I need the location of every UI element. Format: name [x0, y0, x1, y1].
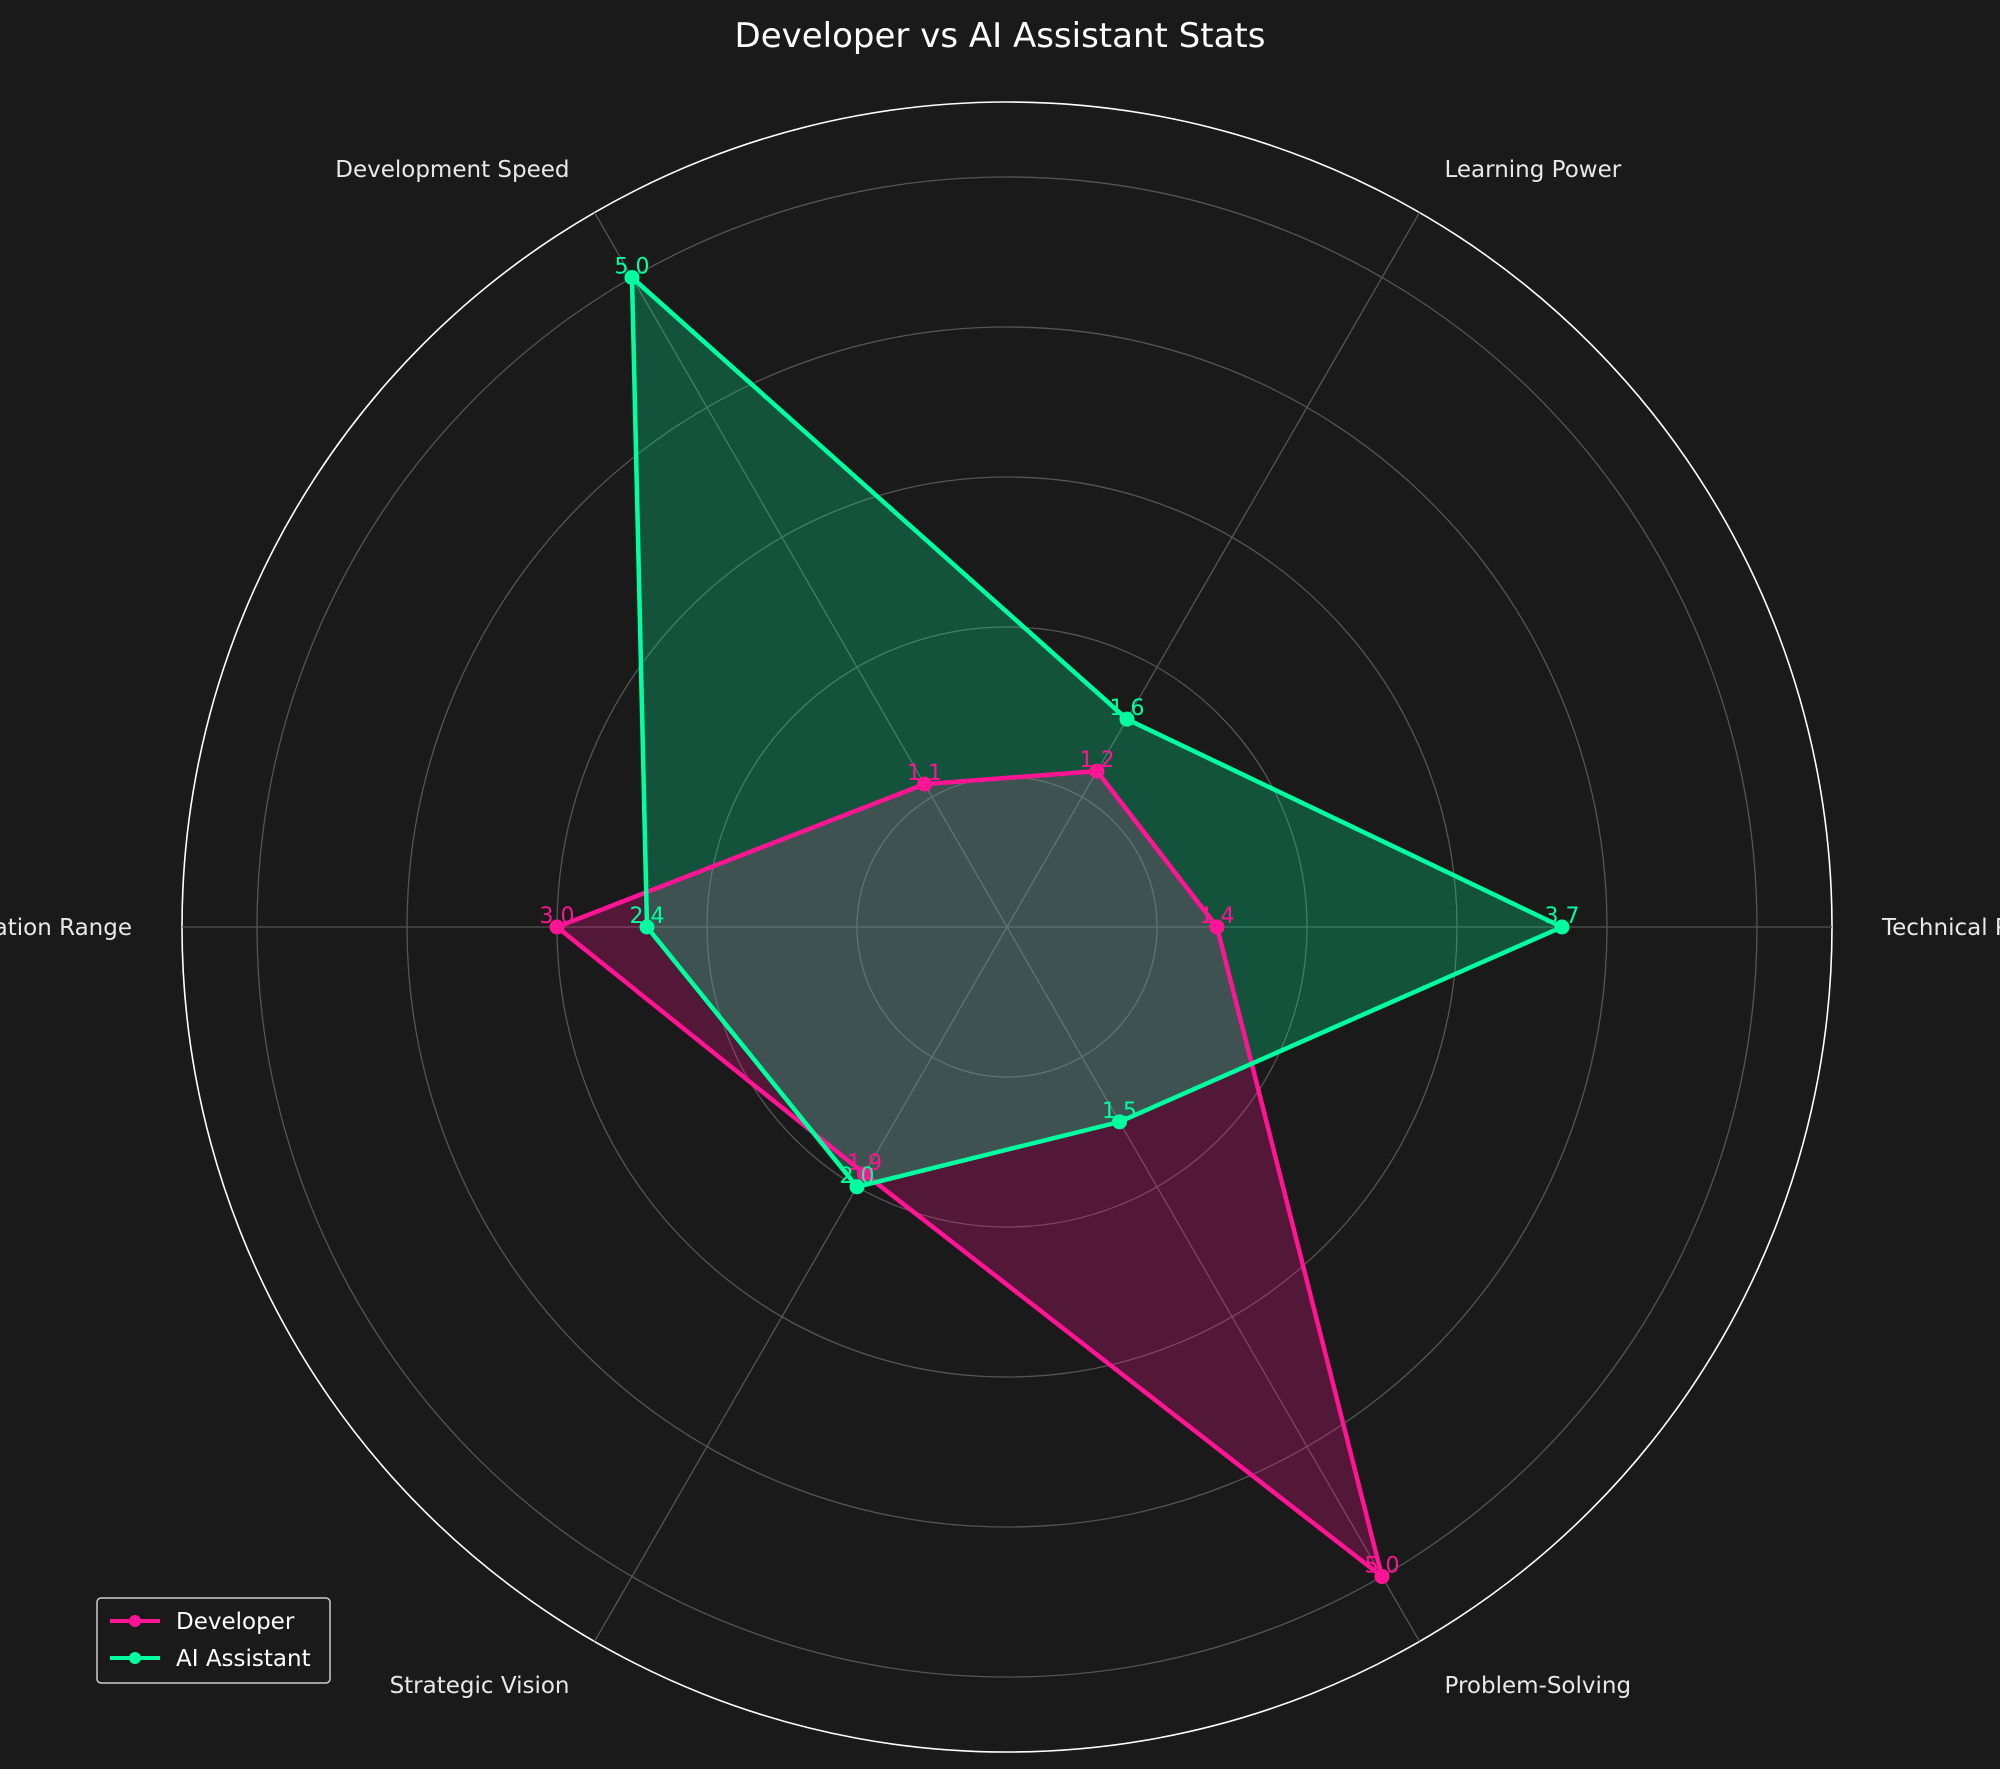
legend-label-developer: Developer: [176, 1609, 295, 1635]
data-point: [1112, 1114, 1127, 1130]
data-label: 1.2: [1080, 748, 1115, 773]
data-label: 1.9: [847, 1151, 882, 1176]
point-layer: [549, 269, 1570, 1585]
data-point: [624, 269, 640, 285]
legend-label-ai-assistant: AI Assistant: [176, 1646, 311, 1672]
data-label: 3.7: [1545, 904, 1580, 929]
axis-label: Development Speed: [335, 157, 569, 183]
axis-label: Technical Precision: [1881, 915, 2000, 941]
data-label: 1.4: [1200, 904, 1235, 929]
legend: Developer AI Assistant: [96, 1597, 331, 1684]
data-point: [917, 776, 932, 792]
label-layer: 1.4 1.2 1.1 3.0 1.9 5.0 3.7 1.6 5.0 2.4 2.0 1.5: [540, 254, 1580, 1578]
axis-label-layer: Technical Precision Learning Power Develop…: [0, 157, 2000, 1699]
data-point: [1554, 919, 1570, 935]
data-point: [1209, 919, 1225, 935]
axis-label: Collaboration Range: [0, 915, 132, 941]
data-label: 2.0: [840, 1164, 875, 1189]
series-area: [632, 277, 1562, 1187]
data-label: 5.0: [615, 254, 650, 279]
axis-label: Problem-Solving: [1445, 1673, 1632, 1699]
spoke-line: [593, 926, 1008, 1642]
data-point: [549, 919, 565, 935]
data-label: 1.6: [1110, 696, 1145, 721]
data-point: [1374, 1569, 1390, 1585]
data-point: [639, 919, 655, 935]
data-point: [857, 1166, 872, 1182]
fill-layer: [557, 277, 1562, 1577]
spoke-line: [1006, 926, 1421, 1642]
spoke-line: [1006, 212, 1421, 928]
data-point: [1119, 711, 1135, 727]
data-label: 2.4: [630, 904, 665, 929]
data-label: 1.5: [1102, 1099, 1137, 1124]
legend-marker-developer: [129, 1615, 141, 1627]
data-label: 3.0: [540, 904, 575, 929]
data-point: [849, 1179, 865, 1195]
series-area: [557, 771, 1382, 1577]
axis-label: Strategic Vision: [390, 1673, 570, 1699]
chart-title: Developer vs AI Assistant Stats: [735, 16, 1266, 56]
data-label: 1.1: [907, 761, 942, 786]
legend-marker-ai-assistant: [129, 1652, 141, 1664]
axis-label: Learning Power: [1445, 157, 1622, 183]
spoke-line: [593, 212, 1008, 928]
data-label: 5.0: [1365, 1554, 1400, 1579]
grid-layer: [181, 101, 1833, 1753]
data-point: [1089, 763, 1105, 779]
